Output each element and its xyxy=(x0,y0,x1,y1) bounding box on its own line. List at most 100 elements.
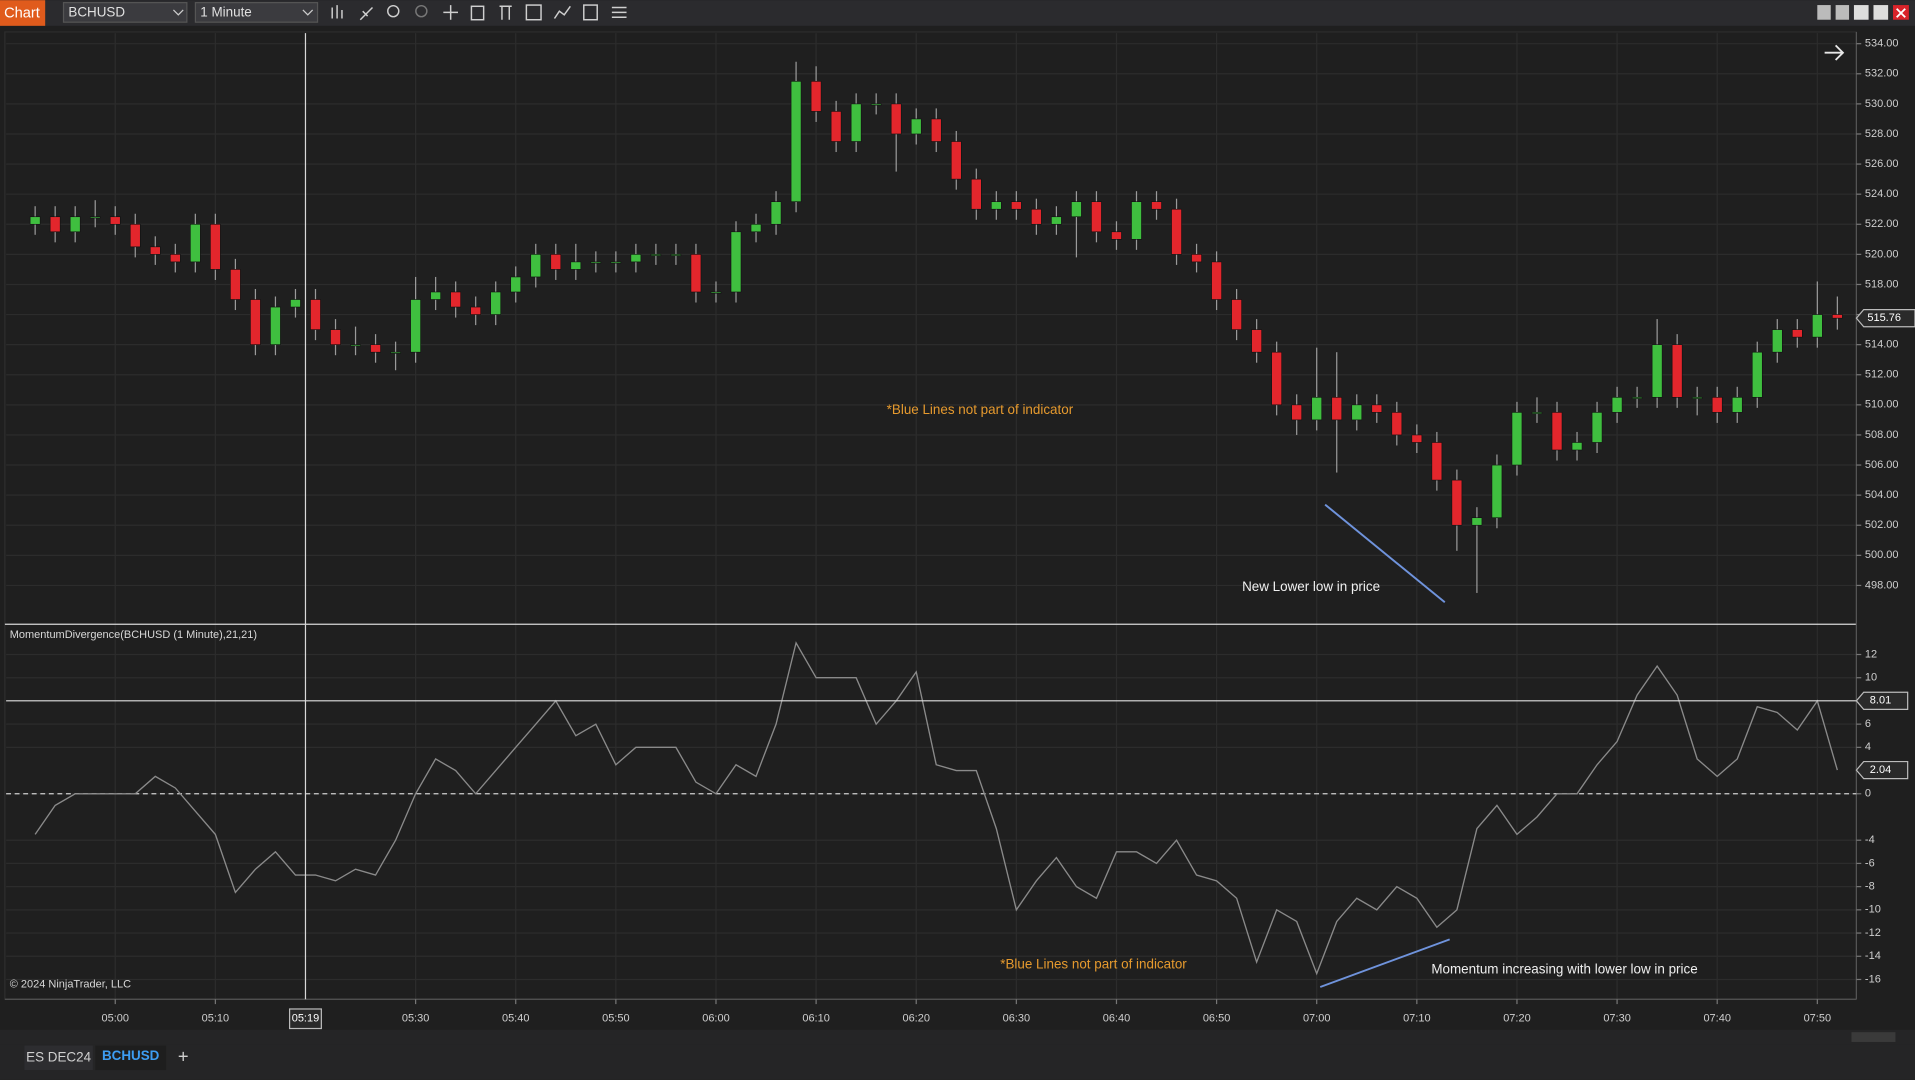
candle-body xyxy=(790,81,802,203)
tab-active[interactable] xyxy=(95,1045,167,1071)
y-tick-label: 512.00 xyxy=(1865,369,1899,381)
list-icon[interactable] xyxy=(611,6,627,19)
candle-body xyxy=(1191,254,1202,263)
x-tick-label: 07:30 xyxy=(1603,1013,1631,1025)
candle-body xyxy=(1451,479,1463,526)
candle-body xyxy=(49,216,61,233)
candle-body xyxy=(310,299,321,330)
candle-body xyxy=(1031,208,1042,225)
zoom-out-icon[interactable] xyxy=(415,4,428,18)
crosshair-icon[interactable] xyxy=(443,5,458,20)
y-tick-label: 528.00 xyxy=(1865,128,1899,140)
cursor-label-box xyxy=(288,1008,322,1030)
candle-body xyxy=(850,103,862,142)
draw-icon[interactable] xyxy=(359,6,374,21)
candle-body xyxy=(910,118,922,135)
x-tick-label: 06:20 xyxy=(902,1013,930,1025)
candle-body xyxy=(770,201,782,225)
x-tick-label: 05:30 xyxy=(402,1013,430,1025)
instrument-label: BCHUSD xyxy=(68,5,125,20)
minimize-button[interactable] xyxy=(1853,5,1869,20)
indicator-icon[interactable] xyxy=(553,5,571,19)
candle-body xyxy=(69,216,81,233)
candle-body xyxy=(970,178,982,210)
y-tick-label: 498.00 xyxy=(1865,579,1899,591)
y-tick-label: 504.00 xyxy=(1865,489,1899,501)
y-tick-label: 520.00 xyxy=(1865,248,1899,260)
candle-body xyxy=(870,103,882,106)
properties-icon[interactable] xyxy=(470,5,485,21)
candle-body xyxy=(1551,412,1563,451)
candle-body xyxy=(370,344,381,353)
y-tick-label: 12 xyxy=(1865,648,1877,660)
tab-bar xyxy=(0,1044,1915,1080)
candle-body xyxy=(190,223,201,263)
candle-body xyxy=(1051,216,1062,225)
y-tick-label: 530.00 xyxy=(1865,98,1899,110)
snapshot-icon[interactable] xyxy=(583,4,598,21)
candle-body xyxy=(430,291,441,300)
window-button[interactable] xyxy=(1817,5,1831,20)
interval-select[interactable] xyxy=(194,2,319,23)
app-button[interactable] xyxy=(0,0,46,26)
candle-body xyxy=(750,223,762,233)
y-tick-label: 508.00 xyxy=(1865,429,1899,441)
maximize-button[interactable] xyxy=(1873,5,1889,20)
candle-body xyxy=(1391,412,1403,436)
toolbar-icons xyxy=(331,4,627,21)
candle-body xyxy=(1371,404,1383,413)
hline-label: 8.01 xyxy=(1870,695,1891,707)
hline-marker xyxy=(1855,691,1909,710)
candle-body xyxy=(1531,412,1543,414)
candle-body xyxy=(510,276,522,293)
candle-body xyxy=(230,269,241,300)
template-icon[interactable] xyxy=(499,5,512,20)
candle-body xyxy=(450,291,461,308)
candle-body xyxy=(650,254,662,256)
momentum-line xyxy=(34,641,1838,976)
candle-body xyxy=(710,291,722,294)
candle-body xyxy=(1651,344,1663,398)
y-tick-label: -4 xyxy=(1865,834,1875,846)
marks: 498.00 500.00 502.00 504.00 506.00 508.00 510.… xyxy=(6,33,1915,1030)
candle-body xyxy=(210,223,221,270)
zoom-in-icon[interactable] xyxy=(387,4,400,18)
x-tick-label: 05:40 xyxy=(502,1013,530,1025)
candle-body xyxy=(670,254,682,256)
bars-icon[interactable] xyxy=(331,5,343,19)
tab[interactable] xyxy=(24,1045,93,1071)
y-tick-label: -10 xyxy=(1865,904,1881,916)
candle-body xyxy=(290,299,301,308)
y-tick-label: 510.00 xyxy=(1865,399,1899,411)
y-tick-label: 500.00 xyxy=(1865,549,1899,561)
candle-body xyxy=(1271,351,1282,406)
x-tick-label: 06:40 xyxy=(1103,1013,1131,1025)
candle-body xyxy=(1491,464,1503,519)
scrollbar[interactable] xyxy=(0,1029,1915,1045)
candle-body xyxy=(250,299,261,345)
add-tab-button[interactable]: + xyxy=(178,1046,189,1067)
strategy-icon[interactable] xyxy=(525,4,542,21)
window-button[interactable] xyxy=(1835,5,1850,20)
x-tick-label: 06:30 xyxy=(1003,1013,1031,1025)
instrument-select[interactable] xyxy=(62,2,188,23)
candle-body xyxy=(1331,397,1343,421)
candle-body xyxy=(930,118,942,142)
y-tick-label: -16 xyxy=(1865,973,1881,985)
candle-body xyxy=(1471,517,1483,526)
x-tick-label: 07:50 xyxy=(1804,1013,1832,1025)
candle-body xyxy=(490,291,502,315)
candle-body xyxy=(1731,397,1743,413)
candle-body xyxy=(1691,397,1703,399)
candle-body xyxy=(1411,434,1423,443)
x-tick-label: 07:00 xyxy=(1303,1013,1331,1025)
scroll-thumb[interactable] xyxy=(1851,1032,1896,1042)
scroll-arrow[interactable] xyxy=(1824,44,1845,61)
y-tick-label: -6 xyxy=(1865,857,1875,869)
candle-body xyxy=(1011,201,1022,210)
candle-body xyxy=(1631,397,1643,399)
candle-body xyxy=(410,299,421,353)
candle-body xyxy=(29,216,41,225)
candle-body xyxy=(1251,329,1262,353)
